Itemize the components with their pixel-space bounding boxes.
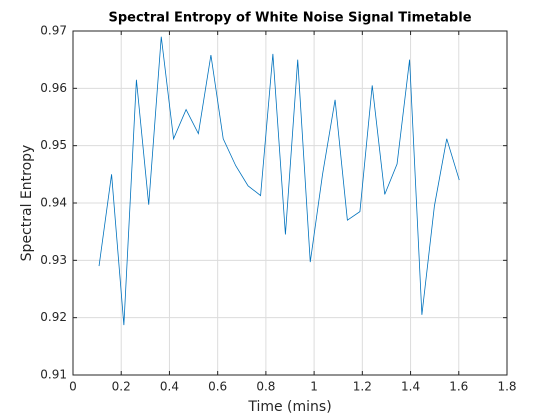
plot-frame	[72, 30, 508, 376]
x-axis-label: Time (mins)	[247, 399, 331, 415]
y-axis-label: Spectral Entropy	[19, 145, 35, 262]
y-tick-label: 0.96	[40, 81, 67, 95]
x-tick-label: 1.8	[497, 380, 516, 394]
data-line	[98, 36, 460, 326]
x-tick-label: 0.4	[160, 380, 179, 394]
x-tick-label: 0.2	[112, 380, 131, 394]
x-tick-label: 0	[69, 380, 77, 394]
y-tick-label: 0.95	[40, 138, 67, 152]
chart-title: Spectral Entropy of White Noise Signal T…	[108, 11, 471, 26]
x-tick-label: 0.6	[208, 380, 227, 394]
x-tick-label: 0.8	[256, 380, 275, 394]
y-tick-label: 0.92	[40, 310, 67, 324]
y-tick-label: 0.97	[40, 24, 67, 38]
x-tick-label: 1.4	[401, 380, 420, 394]
y-tick-label: 0.93	[40, 253, 67, 267]
x-tick-label: 1.2	[353, 380, 372, 394]
y-tick-label: 0.91	[40, 368, 67, 382]
x-tick-label: 1	[310, 380, 318, 394]
x-tick-label: 1.6	[449, 380, 468, 394]
y-tick-label: 0.94	[40, 196, 67, 210]
